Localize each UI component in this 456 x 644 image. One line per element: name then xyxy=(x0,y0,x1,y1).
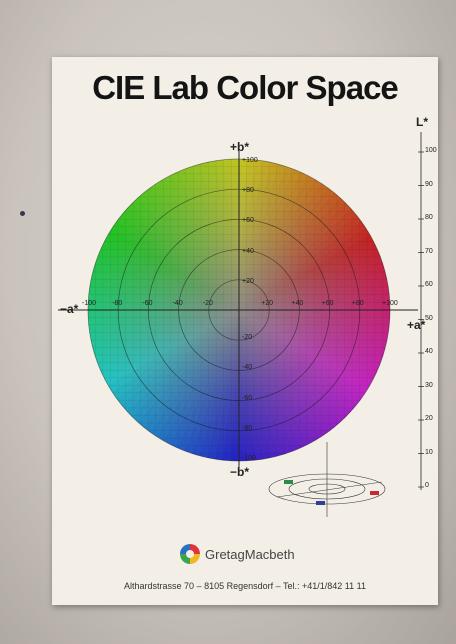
b-minus-label: −b* xyxy=(230,465,250,479)
gretagmacbeth-logo-icon xyxy=(180,544,200,564)
b-tick-label: +40 xyxy=(242,247,254,255)
a-tick-label: +100 xyxy=(382,300,398,307)
l-tick-label: 0 xyxy=(425,482,429,489)
brand-name: GretagMacbeth xyxy=(205,546,295,562)
a-tick-label: +60 xyxy=(321,300,334,307)
cie-lab-poster: CIE Lab Color Space xyxy=(52,57,438,605)
b-tick-label: +60 xyxy=(242,217,254,225)
lab-color-wheel xyxy=(58,132,424,517)
b-plus-label: +b* xyxy=(230,140,250,154)
a-tick-label: -100 xyxy=(82,300,97,307)
company-address: Althardstrasse 70 – 8105 Regensdorf – Te… xyxy=(124,581,366,591)
a-tick-label: -80 xyxy=(112,300,123,307)
l-tick-label: 60 xyxy=(425,281,433,288)
a-tick-label: +80 xyxy=(351,300,364,307)
b-tick-label: -60 xyxy=(242,394,253,402)
a-minus-label: −a* xyxy=(60,302,79,316)
b-tick-label: -40 xyxy=(242,364,253,372)
l-tick-label: 40 xyxy=(425,348,433,355)
a-tick-label: -60 xyxy=(142,300,153,307)
l-tick-label: 20 xyxy=(425,415,433,422)
pin-icon xyxy=(20,211,25,216)
l-tick-label: 50 xyxy=(425,314,433,322)
l-tick-label: 100 xyxy=(425,147,437,154)
lab-3d-inset-diagram xyxy=(268,442,386,517)
b-tick-label: -20 xyxy=(242,334,253,342)
b-tick-label: -100 xyxy=(242,455,257,462)
a-tick-label: -20 xyxy=(202,300,213,307)
b-tick-label: +100 xyxy=(242,157,258,164)
l-tick-label: 30 xyxy=(425,381,433,389)
l-tick-label: 10 xyxy=(425,448,433,456)
l-axis-label: L* xyxy=(416,115,428,129)
l-tick-label: 70 xyxy=(425,247,433,255)
b-tick-label: +20 xyxy=(242,277,254,285)
a-tick-label: +40 xyxy=(291,300,304,307)
a-tick-label: +20 xyxy=(261,300,274,307)
a-tick-label: -40 xyxy=(172,300,183,307)
a-plus-label: +a* xyxy=(407,318,426,332)
brand-logo-group: GretagMacbeth xyxy=(180,544,295,564)
l-tick-label: 80 xyxy=(425,214,433,221)
l-tick-label: 90 xyxy=(425,180,433,188)
b-tick-label: +80 xyxy=(242,187,254,195)
b-tick-label: -80 xyxy=(242,424,253,432)
poster-title: CIE Lab Color Space xyxy=(92,69,399,106)
